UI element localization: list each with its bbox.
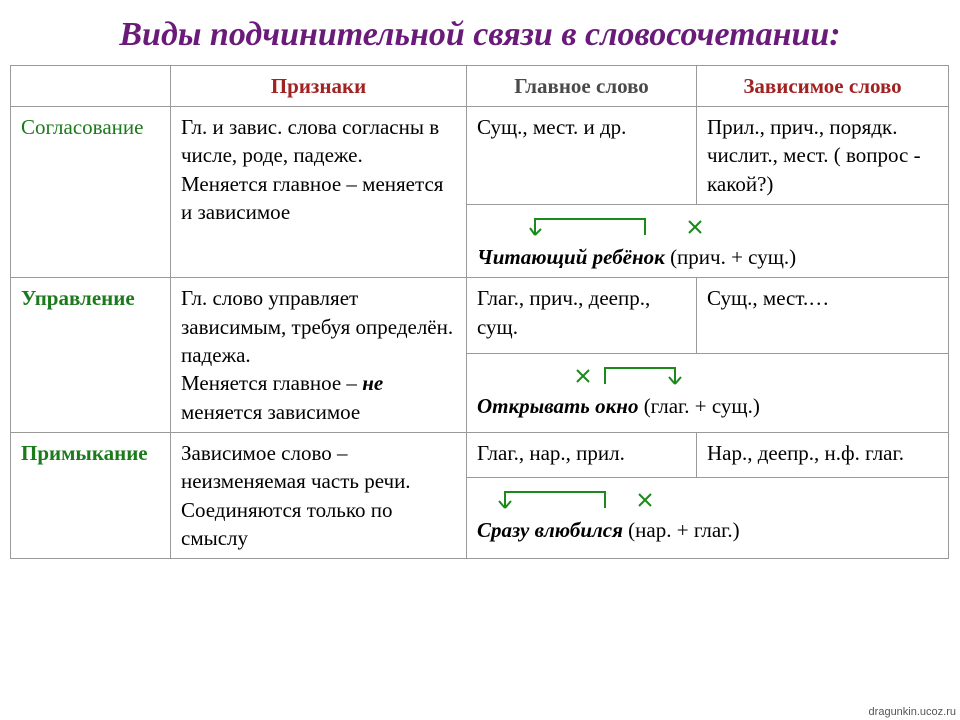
priznaki-cell: Гл. и завис. слова согласны в числе, род… xyxy=(171,106,467,277)
header-priznaki: Признаки xyxy=(171,65,467,106)
main-word-cell: Сущ., мест. и др. xyxy=(467,106,697,204)
dep-word-cell: Нар., деепр., н.ф. глаг. xyxy=(697,432,949,478)
grammar-table: Признаки Главное слово Зависимое слово С… xyxy=(10,65,949,560)
header-blank xyxy=(11,65,171,106)
example-words: Сразу влюбился xyxy=(477,518,623,542)
example-words: Открывать окно xyxy=(477,394,638,418)
table-row: Примыкание Зависимое слово – неизменяема… xyxy=(11,432,949,478)
table-row: Согласование Гл. и завис. слова согласны… xyxy=(11,106,949,204)
dep-word-cell: Прил., прич., порядк. числит., мест. ( в… xyxy=(697,106,949,204)
credit-text: dragunkin.ucoz.ru xyxy=(869,706,956,718)
page-title: Виды подчинительной связи в словосочетан… xyxy=(0,0,960,65)
example-words: Читающий ребёнок xyxy=(477,245,665,269)
example-note: (нар. + глаг.) xyxy=(623,518,740,542)
example-note: (глаг. + сущ.) xyxy=(638,394,759,418)
type-label: Согласование xyxy=(11,106,171,277)
type-label: Примыкание xyxy=(11,432,171,558)
header-dep-word: Зависимое слово xyxy=(697,65,949,106)
example-cell: Читающий ребёнок (прич. + сущ.) xyxy=(467,204,949,277)
main-word-cell: Глаг., нар., прил. xyxy=(467,432,697,478)
table-row: Управление Гл. слово управляет зависимым… xyxy=(11,278,949,353)
dep-word-cell: Сущ., мест.… xyxy=(697,278,949,353)
example-cell: Сразу влюбился (нар. + глаг.) xyxy=(467,478,949,559)
main-word-cell: Глаг., прич., деепр., сущ. xyxy=(467,278,697,353)
table-header-row: Признаки Главное слово Зависимое слово xyxy=(11,65,949,106)
priznaki-cell: Гл. слово управляет зависимым, требуя оп… xyxy=(171,278,467,433)
arrow-diagram-icon xyxy=(475,356,945,392)
arrow-diagram-icon xyxy=(475,480,945,516)
priznaki-cell: Зависимое слово – неизменяемая часть реч… xyxy=(171,432,467,558)
example-cell: Открывать окно (глаг. + сущ.) xyxy=(467,353,949,432)
type-label: Управление xyxy=(11,278,171,433)
arrow-diagram-icon xyxy=(475,207,945,243)
header-main-word: Главное слово xyxy=(467,65,697,106)
example-note: (прич. + сущ.) xyxy=(665,245,796,269)
